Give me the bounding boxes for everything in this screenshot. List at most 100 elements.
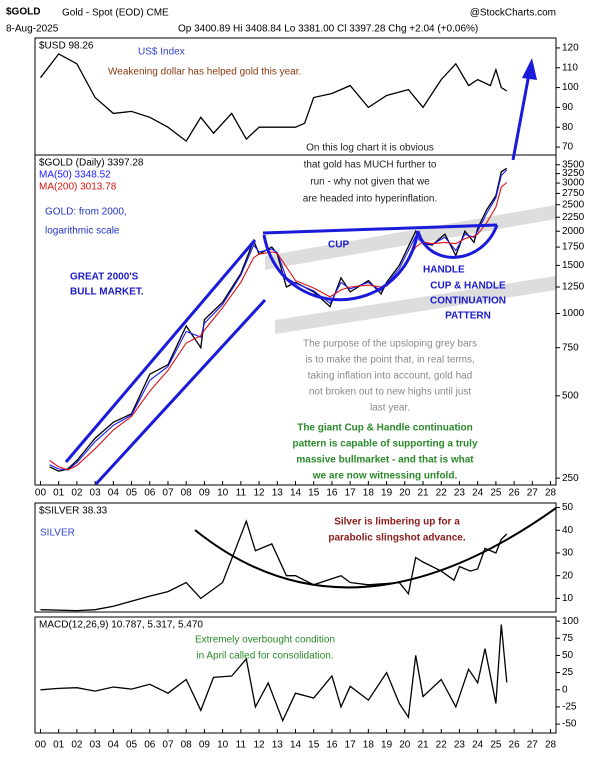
y-tick-label: 1250 [562, 282, 585, 293]
x-tick-label: 03 [90, 740, 102, 751]
x-tick-label: 10 [217, 488, 229, 499]
x-tick-label: 26 [509, 488, 521, 499]
annotation: pattern is capable of supporting a truly [292, 439, 477, 450]
y-tick-label: 1000 [562, 308, 585, 319]
x-tick-label: 03 [90, 488, 102, 499]
y-tick-label: 100 [562, 616, 579, 627]
annotation: SILVER [40, 528, 75, 539]
x-tick-label: 16 [326, 488, 338, 499]
annotation: CUP [328, 240, 349, 251]
y-tick-label: 3250 [562, 168, 585, 179]
x-tick-label: 19 [381, 740, 393, 751]
annotation: massive bullmarket - and that is what [296, 455, 474, 466]
y-tick-label: 40 [562, 525, 574, 536]
annotation: Silver is limbering up for a [334, 517, 460, 528]
x-tick-label: 25 [490, 740, 502, 751]
annotation: Weakening dollar has helped gold this ye… [108, 67, 301, 78]
y-tick-label: 75 [562, 633, 574, 644]
y-tick-label: 25 [562, 667, 574, 678]
annotation: BULL MARKET. [70, 287, 144, 298]
y-tick-label: 2250 [562, 212, 585, 223]
cup-rim [262, 223, 498, 235]
y-tick-label: 30 [562, 548, 574, 559]
series-line [40, 519, 508, 612]
legend-entry: MA(50) 3348.52 [39, 170, 111, 181]
x-tick-label: 11 [236, 488, 247, 499]
y-tick-label: 750 [562, 342, 579, 353]
x-tick-label: 02 [71, 488, 83, 499]
annotation: we are now witnessing unfold. [312, 471, 458, 482]
x-tick-label: 16 [326, 740, 338, 751]
x-tick-label: 14 [290, 488, 302, 499]
x-tick-label: 23 [454, 488, 466, 499]
silver-arc [194, 507, 557, 589]
x-tick-label: 05 [126, 488, 138, 499]
y-tick-label: 2500 [562, 199, 585, 210]
description: Gold - Spot (EOD) CME [62, 8, 169, 19]
x-tick-label: 04 [108, 740, 120, 751]
grey-bar [275, 276, 556, 334]
channel-line [94, 298, 267, 486]
legend-entry: MA(200) 3013.78 [39, 182, 117, 193]
y-tick-label: 0 [562, 684, 568, 695]
x-tick-label: 28 [545, 488, 557, 499]
y-tick-label: 2750 [562, 188, 585, 199]
x-tick-label: 24 [472, 488, 484, 499]
y-tick-label: 70 [562, 142, 574, 153]
annotation: On this log chart it is obvious [306, 143, 434, 154]
handle [416, 224, 499, 259]
x-tick-label: 06 [144, 740, 156, 751]
y-tick-label: 3500 [562, 159, 585, 170]
x-tick-label: 24 [472, 740, 484, 751]
annotation: logarithmic scale [45, 226, 120, 237]
annotation: HANDLE [423, 265, 465, 276]
annotation: not broken out to new highs until just [309, 387, 472, 398]
annotation: run - why not given that we [310, 177, 430, 188]
series-line [49, 182, 508, 471]
x-tick-label: 12 [254, 488, 266, 499]
x-tick-label: 01 [53, 488, 65, 499]
x-tick-label: 27 [527, 488, 539, 499]
x-tick-label: 01 [53, 740, 65, 751]
annotation: CONTINUATION [430, 296, 506, 307]
x-tick-label: 08 [181, 740, 193, 751]
y-tick-label: 100 [562, 82, 579, 93]
x-tick-label: 15 [308, 740, 320, 751]
x-tick-label: 04 [108, 488, 120, 499]
x-tick-label: 10 [217, 740, 229, 751]
annotation: Extremely overbought condition [195, 635, 335, 646]
y-tick-label: 1500 [562, 260, 585, 271]
x-tick-label: 26 [509, 740, 521, 751]
legend-entry: $USD 98.26 [39, 41, 94, 52]
x-tick-label: 27 [527, 740, 539, 751]
x-tick-label: 13 [272, 488, 284, 499]
y-tick-label: -50 [562, 719, 577, 730]
x-tick-label: 17 [345, 488, 357, 499]
arrow-shaft [511, 73, 531, 161]
x-tick-label: 00 [35, 488, 47, 499]
y-tick-label: 250 [562, 473, 579, 484]
x-tick-label: 09 [199, 740, 211, 751]
annotation: are headed into hyperinflation. [303, 194, 438, 205]
x-tick-label: 05 [126, 740, 138, 751]
x-tick-label: 06 [144, 488, 156, 499]
panel-frame [34, 502, 557, 613]
x-tick-label: 11 [236, 740, 247, 751]
y-tick-label: 2000 [562, 226, 585, 237]
x-tick-label: 17 [345, 740, 357, 751]
annotation: that gold has MUCH further to [304, 160, 437, 171]
source: @StockCharts.com [470, 8, 556, 19]
legend-entry: $SILVER 38.33 [39, 506, 108, 517]
x-tick-label: 18 [363, 740, 375, 751]
x-tick-label: 15 [308, 488, 320, 499]
annotation: CUP & HANDLE [430, 281, 506, 292]
x-tick-label: 08 [181, 488, 193, 499]
x-tick-label: 18 [363, 488, 375, 499]
series-line [49, 169, 508, 471]
x-tick-label: 21 [417, 740, 429, 751]
y-tick-label: 3000 [562, 178, 585, 189]
quote: Op 3400.89 Hi 3408.84 Lo 3381.00 Cl 3397… [178, 24, 478, 35]
y-tick-label: 90 [562, 102, 574, 113]
